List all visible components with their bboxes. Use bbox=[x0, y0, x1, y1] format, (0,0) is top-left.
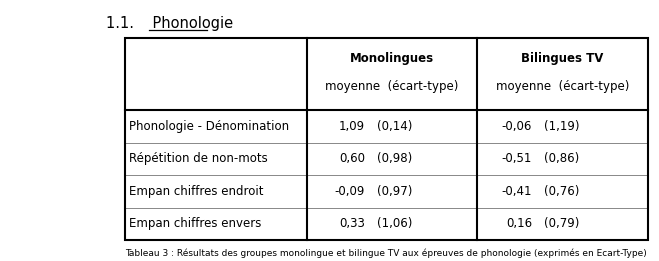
Text: (0,97): (0,97) bbox=[377, 185, 413, 198]
Text: (1,19): (1,19) bbox=[544, 120, 579, 133]
Text: -0,41: -0,41 bbox=[501, 185, 532, 198]
Text: Répétition de non-mots: Répétition de non-mots bbox=[129, 152, 268, 165]
Text: (0,86): (0,86) bbox=[544, 152, 579, 165]
Text: moyenne  (écart-type): moyenne (écart-type) bbox=[326, 80, 459, 93]
Text: 1,09: 1,09 bbox=[339, 120, 365, 133]
Text: Bilingues TV: Bilingues TV bbox=[521, 52, 604, 65]
Text: Empan chiffres endroit: Empan chiffres endroit bbox=[129, 185, 264, 198]
Text: Phonologie - Dénomination: Phonologie - Dénomination bbox=[129, 120, 289, 133]
Text: 0,33: 0,33 bbox=[339, 217, 365, 230]
Text: (0,98): (0,98) bbox=[377, 152, 413, 165]
Text: (0,76): (0,76) bbox=[544, 185, 579, 198]
Text: moyenne  (écart-type): moyenne (écart-type) bbox=[496, 80, 629, 93]
Text: 0,60: 0,60 bbox=[339, 152, 365, 165]
Text: (0,14): (0,14) bbox=[377, 120, 413, 133]
Text: Tableau 3 : Résultats des groupes monolingue et bilingue TV aux épreuves de phon: Tableau 3 : Résultats des groupes monoli… bbox=[125, 248, 646, 258]
Text: (0,79): (0,79) bbox=[544, 217, 579, 230]
Text: (1,06): (1,06) bbox=[377, 217, 413, 230]
Bar bbox=[125, 38, 648, 240]
Text: Empan chiffres envers: Empan chiffres envers bbox=[129, 217, 262, 230]
Text: 0,16: 0,16 bbox=[506, 217, 532, 230]
Text: Monolingues: Monolingues bbox=[350, 52, 434, 65]
Text: -0,09: -0,09 bbox=[335, 185, 365, 198]
Text: 1.1.    Phonologie: 1.1. Phonologie bbox=[107, 16, 233, 31]
Text: -0,06: -0,06 bbox=[501, 120, 532, 133]
Text: -0,51: -0,51 bbox=[501, 152, 532, 165]
